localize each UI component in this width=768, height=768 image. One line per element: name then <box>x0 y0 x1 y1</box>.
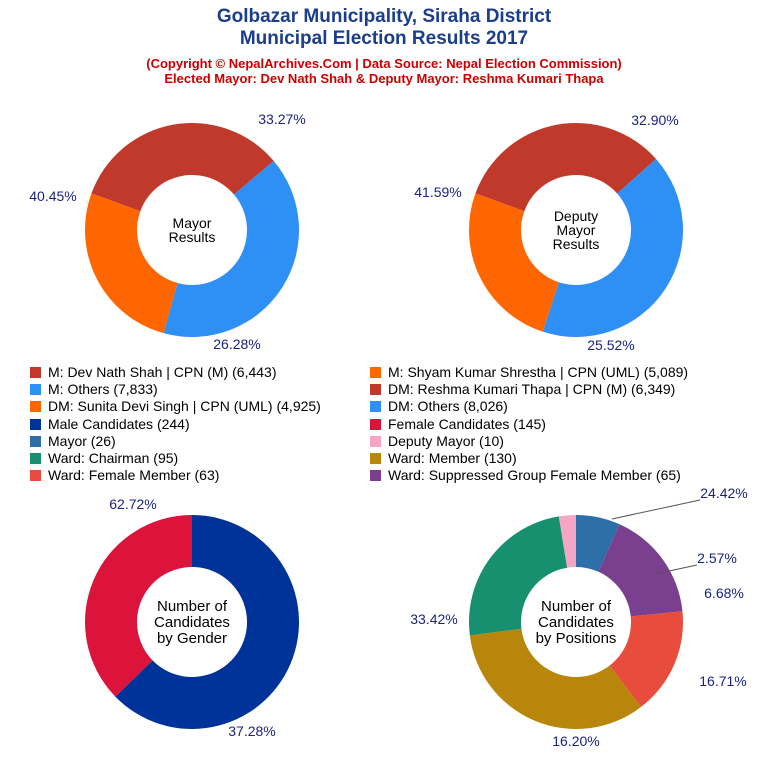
donut-center-label: Candidates <box>154 614 230 631</box>
slice-pct-label: 16.71% <box>699 673 746 689</box>
legend-label: Male Candidates (244) <box>48 415 190 432</box>
donut-slice <box>542 158 683 338</box>
donut-slice <box>468 193 559 332</box>
donut-slice <box>475 123 657 212</box>
slice-pct-label: 25.52% <box>587 337 634 353</box>
legend-swatch <box>30 401 41 413</box>
legend-swatch <box>370 435 381 447</box>
donut-slice <box>85 515 192 697</box>
legend-label: Female Candidates (145) <box>388 415 546 432</box>
donut-slice <box>558 515 576 568</box>
legend-label: Deputy Mayor (10) <box>388 432 504 449</box>
donut-slice <box>469 516 568 636</box>
chart-title-line2: Municipal Election Results 2017 <box>239 28 529 49</box>
legend-label: Ward: Suppressed Group Female Member (65… <box>388 467 681 484</box>
donut-slice <box>84 193 178 334</box>
legend-swatch <box>370 452 381 464</box>
legend-swatch <box>370 418 381 430</box>
legend-item: M: Others (7,833) <box>30 381 321 398</box>
copyright-subtitle: (Copyright © NepalArchives.Com | Data So… <box>146 56 622 71</box>
legend-swatch <box>30 435 41 447</box>
donut-slice <box>115 515 300 729</box>
legend-item: M: Dev Nath Shah | CPN (M) (6,443) <box>30 364 321 381</box>
legend-label: DM: Sunita Devi Singh | CPN (UML) (4,925… <box>48 398 321 415</box>
donut-center-label: Results <box>169 229 216 245</box>
legend-label: DM: Reshma Kumari Thapa | CPN (M) (6,349… <box>388 381 676 398</box>
slice-pct-label: 37.28% <box>228 723 275 739</box>
slice-pct-label: 16.20% <box>552 733 599 749</box>
slice-pct-label: 26.28% <box>213 336 260 352</box>
slice-pct-label: 33.42% <box>410 611 457 627</box>
slice-pct-label: 6.68% <box>704 585 744 601</box>
slice-pct-label: 62.72% <box>109 496 156 512</box>
legend-item: M: Shyam Kumar Shrestha | CPN (UML) (5,0… <box>370 364 688 381</box>
legend-label: M: Shyam Kumar Shrestha | CPN (UML) (5,0… <box>388 364 689 380</box>
legend-item: DM: Reshma Kumari Thapa | CPN (M) (6,349… <box>370 381 688 398</box>
legend-swatch <box>30 384 41 396</box>
legend-swatch <box>370 401 381 413</box>
legend-item: Ward: Member (130) <box>370 450 688 467</box>
donut-slice <box>598 524 683 617</box>
legend-label: M: Dev Nath Shah | CPN (M) (6,443) <box>48 364 277 380</box>
leader-line <box>654 564 698 575</box>
donut-center-label: Mayor <box>557 222 596 238</box>
legend-swatch <box>370 384 381 396</box>
legend-swatch <box>30 418 41 430</box>
slice-pct-label: 24.42% <box>700 485 747 501</box>
donut-center-label: Deputy <box>554 208 598 224</box>
donut-center-label: by Positions <box>536 630 617 647</box>
donut-center-label: Number of <box>157 598 228 615</box>
elected-subtitle: Elected Mayor: Dev Nath Shah & Deputy Ma… <box>164 71 604 86</box>
chart-title-line1: Golbazar Municipality, Siraha District <box>216 6 552 27</box>
donut-center-label: Candidates <box>538 614 614 631</box>
legend-left: M: Dev Nath Shah | CPN (M) (6,443) M: Oth… <box>30 364 321 484</box>
donut-center-label: Number of <box>541 598 612 615</box>
legend-item: DM: Others (8,026) <box>370 398 688 415</box>
slice-pct-label: 32.90% <box>631 112 678 128</box>
legend-item: Mayor (26) <box>30 433 321 450</box>
legend-label: Ward: Female Member (63) <box>48 467 220 484</box>
donut-center-label: Results <box>553 236 600 252</box>
legend-label: Mayor (26) <box>48 432 116 449</box>
donut-slice <box>163 160 299 337</box>
donut-slice <box>91 123 274 212</box>
donut-slice <box>469 628 642 729</box>
legend-item: Deputy Mayor (10) <box>370 433 688 450</box>
legend-swatch <box>370 470 381 482</box>
legend-item: Ward: Suppressed Group Female Member (65… <box>370 467 688 484</box>
slice-pct-label: 41.59% <box>414 184 461 200</box>
donut-center-label: by Gender <box>157 630 227 647</box>
legend-item: Male Candidates (244) <box>30 416 321 433</box>
donut-slice <box>609 611 683 707</box>
donut-slice <box>576 515 620 572</box>
legend-item: Ward: Female Member (63) <box>30 467 321 484</box>
legend-swatch <box>370 367 381 378</box>
legend-swatch <box>30 367 41 378</box>
legend-label: Ward: Member (130) <box>388 449 517 466</box>
slice-pct-label: 2.57% <box>697 550 737 566</box>
slice-pct-label: 40.45% <box>29 188 76 204</box>
leader-line <box>611 499 701 520</box>
legend-item: Female Candidates (145) <box>370 416 688 433</box>
legend-right: M: Shyam Kumar Shrestha | CPN (UML) (5,0… <box>370 364 688 484</box>
donut-center-label: Mayor <box>173 215 212 231</box>
legend-label: Ward: Chairman (95) <box>48 449 179 466</box>
legend-swatch <box>30 452 41 464</box>
slice-pct-label: 33.27% <box>258 111 305 127</box>
legend-label: M: Others (7,833) <box>48 381 158 398</box>
legend-swatch <box>30 470 41 482</box>
legend-item: Ward: Chairman (95) <box>30 450 321 467</box>
legend-item: DM: Sunita Devi Singh | CPN (UML) (4,925… <box>30 398 321 415</box>
legend-label: DM: Others (8,026) <box>388 398 508 415</box>
